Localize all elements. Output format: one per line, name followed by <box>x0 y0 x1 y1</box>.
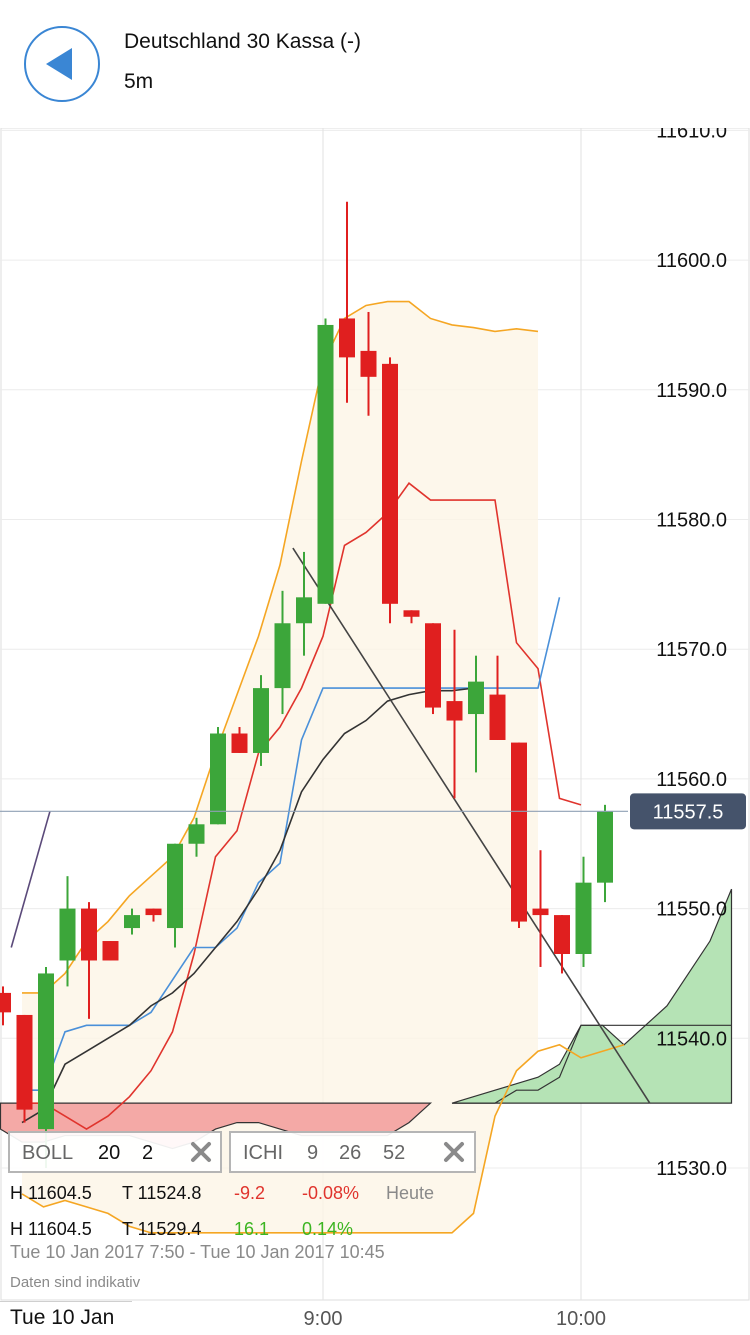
ichi-indicator-name: ICHI <box>243 1142 283 1164</box>
date-label: Tue 10 Jan <box>10 1306 115 1329</box>
candle-body-up <box>296 597 312 624</box>
ichimoku-span-b <box>452 1024 732 1104</box>
stats-low: T 11529.4 <box>122 1219 202 1239</box>
disclaimer-text: Daten sind indikativ <box>10 1274 141 1291</box>
stats-period-label: Heute <box>386 1183 435 1203</box>
chikou-span-line <box>10 811 51 948</box>
y-axis-tick-label: 11570.0 <box>656 639 727 661</box>
stats-high: H 11604.5 <box>10 1219 92 1239</box>
candle-body-down <box>339 318 355 358</box>
candle-body-down <box>489 694 506 740</box>
date-range-label: Tue 10 Jan 2017 7:50 - Tue 10 Jan 2017 1… <box>10 1242 385 1262</box>
candle-body-down <box>532 908 549 916</box>
ichi-param-kijun: 26 <box>339 1142 362 1164</box>
y-axis-tick-label: 11530.0 <box>656 1158 727 1180</box>
candle-body-up <box>253 688 269 753</box>
x-axis-tick-label: 10:00 <box>556 1308 606 1330</box>
candle-body-down <box>16 1014 33 1110</box>
stats-change-pct: 0.14% <box>302 1219 354 1239</box>
y-axis-tick-label: 11540.0 <box>656 1028 727 1050</box>
boll-indicator-name: BOLL <box>22 1142 74 1164</box>
bollinger-middle-line <box>22 482 582 1131</box>
candle-body-down <box>231 733 248 753</box>
candle-body-down <box>511 742 527 922</box>
current-price-badge <box>630 793 746 830</box>
bollinger-upper-line <box>22 300 539 994</box>
boll-remove-button[interactable] <box>188 1139 214 1165</box>
timeframe-label[interactable]: 5m <box>124 70 154 93</box>
candle-body-up <box>274 623 291 689</box>
candle-body-down <box>81 908 97 961</box>
candle-body-up <box>167 843 183 929</box>
stats-change: 16.1 <box>234 1219 270 1239</box>
candle-body-down <box>145 908 162 916</box>
candle-body-up <box>124 915 140 929</box>
y-axis-tick-label: 11580.0 <box>656 510 727 532</box>
candle-body-up <box>317 324 334 604</box>
stats-change: -9.2 <box>234 1183 266 1203</box>
left-triangle-icon <box>46 48 72 80</box>
candle-body-up <box>575 882 592 954</box>
drawn-trend-line <box>292 547 651 1104</box>
y-axis-tick-label: 11550.0 <box>656 899 727 921</box>
close-icon <box>191 1142 211 1162</box>
candle-body-up <box>468 681 484 715</box>
candle-body-up <box>597 811 613 883</box>
close-icon <box>444 1142 464 1162</box>
candle-body-down <box>446 701 463 721</box>
boll-indicator-chip[interactable]: BOLL 20 2 <box>8 1131 222 1173</box>
y-axis-tick-label: 11600.0 <box>656 250 727 272</box>
ichi-param-senkou: 52 <box>383 1142 406 1164</box>
ichimoku-cloud-bullish <box>451 888 733 1104</box>
back-button[interactable] <box>24 26 100 102</box>
candle-body-up <box>188 824 205 844</box>
current-price-value: 11557.5 <box>653 801 724 823</box>
stats-high: H 11604.5 <box>10 1183 92 1203</box>
bollinger-band-fill <box>22 301 538 1233</box>
ichimoku-kijun-line <box>21 687 474 1124</box>
candle-body-down <box>102 941 119 961</box>
bollinger-lower-line <box>21 1043 625 1234</box>
date-label-box: Tue 10 Jan <box>0 1301 132 1335</box>
candle-body-down <box>382 363 398 604</box>
candle-body-up <box>210 733 226 825</box>
stats-low: T 11524.8 <box>122 1183 202 1203</box>
plot-frame <box>0 127 750 1301</box>
candle-body-down <box>425 623 441 708</box>
header: Deutschland 30 Kassa (-) 5m <box>0 0 750 128</box>
x-axis-tick-label: 9:00 <box>304 1308 343 1330</box>
candle-body-down <box>403 610 420 617</box>
y-axis-tick-label: 11590.0 <box>656 380 727 402</box>
boll-param-period: 20 <box>98 1142 121 1164</box>
ichi-remove-button[interactable] <box>441 1139 467 1165</box>
candle-body-down <box>554 915 570 954</box>
ichi-indicator-chip[interactable]: ICHI 9 26 52 <box>229 1131 476 1173</box>
stats-change-pct: -0.08% <box>302 1183 360 1203</box>
instrument-title: Deutschland 30 Kassa (-) <box>124 30 361 53</box>
ichi-param-tenkan: 9 <box>307 1142 319 1164</box>
candle-body-down <box>360 350 377 377</box>
candle-body-up <box>59 908 76 961</box>
candle-body-up <box>38 973 54 1130</box>
candle-body-down <box>0 992 11 1013</box>
y-axis-tick-label: 11560.0 <box>656 769 727 791</box>
boll-param-deviation: 2 <box>142 1142 154 1164</box>
